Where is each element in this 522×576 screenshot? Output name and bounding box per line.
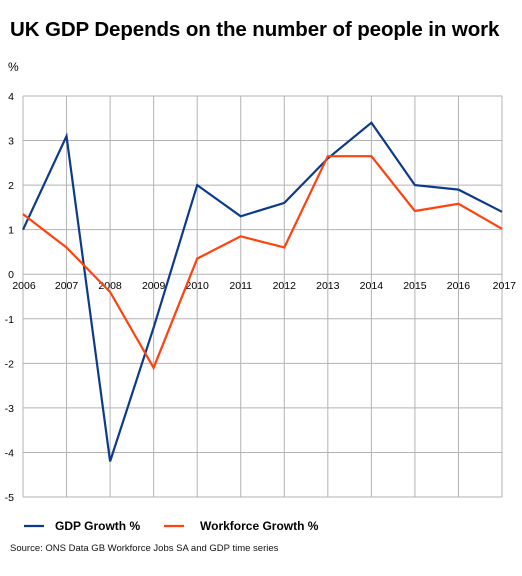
chart-title: UK GDP Depends on the number of people i… [10,18,500,41]
x-tick-label: 2017 [493,280,517,292]
x-tick-label: 2007 [55,280,79,292]
x-tick-label: 2014 [360,280,384,292]
x-tick-label: 2009 [142,280,166,292]
x-tick-label: 2011 [229,280,252,292]
x-tick-label: 2008 [98,280,122,292]
grid-lines [22,95,503,498]
legend: GDP Growth % Workforce Growth % [24,519,319,533]
x-tick-labels: 2006 2007 2008 2009 2010 2011 2012 2013 2014 2015… [12,280,516,292]
y-tick-label: -4 [5,447,14,459]
x-tick-label: 2012 [273,280,297,292]
series-line-gdp [22,121,503,462]
x-tick-label: 2016 [447,280,471,292]
y-tick-label: -5 [5,492,14,504]
y-tick-labels: 4 3 2 1 0 -1 -2 -3 -4 -5 [5,91,15,504]
x-tick-label: 2015 [403,280,427,292]
y-tick-label: 2 [8,180,14,192]
source-note: Source: ONS Data GB Workforce Jobs SA an… [10,543,279,554]
legend-label: Workforce Growth % [200,519,319,533]
y-tick-label: -1 [5,314,14,326]
y-tick-label: 0 [8,269,14,281]
y-tick-label: 1 [8,225,14,237]
y-tick-label: 4 [8,91,14,103]
legend-label: GDP Growth % [55,519,140,533]
x-tick-label: 2006 [12,280,36,292]
x-tick-label: 2010 [186,280,210,292]
x-tick-label: 2013 [316,280,340,292]
series-lines [22,121,503,462]
y-axis-label: % [8,60,19,74]
y-tick-label: -2 [5,358,14,370]
y-tick-label: 3 [8,136,14,148]
series-line-workforce [22,155,503,371]
y-tick-label: -3 [5,403,14,415]
